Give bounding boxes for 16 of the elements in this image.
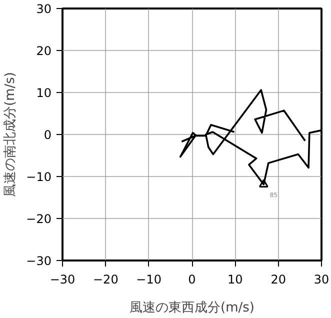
x-tick-label: −30 [50, 272, 76, 286]
y-tick-label: 30 [36, 2, 52, 16]
x-tick-label: −20 [93, 272, 118, 286]
x-tick-label: 0 [188, 272, 196, 286]
y-axis-title: 風速の南北成分(m/s) [3, 72, 18, 197]
y-tick-label: 0 [44, 128, 52, 142]
x-axis-title: 風速の東西成分(m/s) [130, 300, 254, 316]
y-tick-label: 20 [36, 44, 52, 58]
y-tick-label: −30 [26, 254, 52, 268]
x-tick-label: −10 [136, 272, 162, 286]
x-tick-label: 20 [270, 272, 286, 286]
y-tick-label: −10 [26, 170, 52, 184]
x-tick-label: 10 [228, 272, 243, 286]
y-tick-label: −20 [26, 212, 52, 226]
x-tick-label: 30 [314, 272, 330, 286]
y-tick-label: 10 [36, 86, 52, 100]
